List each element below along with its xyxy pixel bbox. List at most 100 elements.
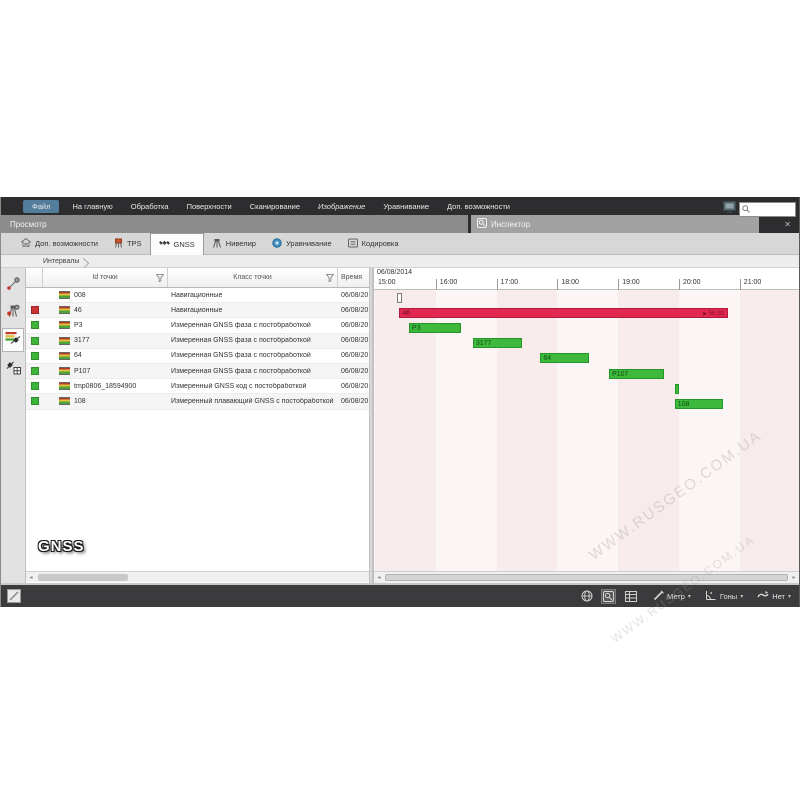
gantt-bar-tmp0806_18594900[interactable] bbox=[674, 383, 679, 394]
sidebar-item-scan[interactable] bbox=[2, 358, 24, 382]
menu-item-adjustment[interactable]: Уравнивание bbox=[383, 201, 430, 211]
status-right-cluster: Метр ▾ Гоны ▾ Нет ▾ bbox=[579, 588, 793, 604]
menu-bar: Файл На главную Обработка Поверхности Сканир… bbox=[1, 197, 799, 215]
status-green-square bbox=[30, 397, 39, 406]
scroll-thumb[interactable] bbox=[38, 573, 128, 581]
sidebar-item-gnss[interactable] bbox=[2, 328, 24, 352]
scroll-left-icon[interactable]: ◂ bbox=[29, 574, 33, 581]
menu-item-extras[interactable]: Доп. возможности bbox=[447, 201, 510, 211]
chevron-down-icon: ▾ bbox=[687, 593, 691, 600]
tps-icon bbox=[114, 238, 123, 250]
gantt-bar-P3[interactable]: P3 bbox=[409, 322, 462, 333]
search-box bbox=[739, 201, 796, 217]
menu-item-home[interactable]: На главную bbox=[72, 201, 113, 211]
point-id-cell: P3 bbox=[43, 321, 168, 330]
status-draw-tool-button[interactable] bbox=[7, 589, 21, 603]
table-body: 008 Навигационные 06/08/20 46 Навигационные 0… bbox=[26, 288, 369, 410]
point-id-text: 46 bbox=[74, 306, 82, 314]
point-class-cell: Измеренный плавающий GNSS с постобработк… bbox=[171, 397, 334, 405]
table-row[interactable]: 46 Навигационные 06/08/20 bbox=[26, 303, 369, 319]
menu-item-processing[interactable]: Обработка bbox=[130, 201, 169, 211]
status-green-square bbox=[30, 382, 39, 391]
table-row[interactable]: 108 Измеренный плавающий GNSS с постобраб… bbox=[26, 394, 369, 410]
tab-label: TPS bbox=[126, 239, 142, 248]
coding-icon bbox=[347, 238, 358, 250]
antenna-flag-icon bbox=[59, 336, 70, 345]
gantt-bar-label: 3177 bbox=[475, 340, 492, 348]
antenna-flag-icon bbox=[59, 397, 70, 406]
menu-item-imagery[interactable]: Изображение bbox=[318, 201, 366, 211]
menu-item-scanning[interactable]: Сканирование bbox=[249, 201, 301, 211]
table-row[interactable]: P107 Измеренная GNSS фаза с постобработко… bbox=[26, 363, 369, 380]
point-id-cell: 108 bbox=[43, 397, 168, 406]
search-input[interactable] bbox=[752, 205, 792, 213]
points-table-panel: Id точки Класс точки Время 008 Навигацион… bbox=[26, 268, 369, 583]
status-green-square bbox=[30, 321, 39, 330]
scroll-thumb[interactable] bbox=[385, 574, 788, 581]
tab-coding[interactable]: Кодировка bbox=[340, 233, 407, 255]
antenna-flag-icon bbox=[59, 321, 70, 330]
panel-splitter[interactable] bbox=[369, 268, 373, 583]
point-id-text: tmp0806_18594900 bbox=[74, 382, 137, 390]
tab-extras[interactable]: Доп. возможности bbox=[13, 233, 106, 255]
table-row[interactable]: 008 Навигационные 06/08/20 bbox=[26, 288, 369, 304]
table-view-icon[interactable] bbox=[623, 589, 638, 604]
display-icon[interactable] bbox=[723, 200, 736, 218]
toolbar-tabs: Доп. возможности TPS GNSS Нивелир Уравнивани… bbox=[1, 232, 799, 255]
coordinate-system-dropdown[interactable]: Нет ▾ bbox=[755, 590, 793, 603]
tab-gnss[interactable]: GNSS bbox=[149, 232, 204, 255]
breadcrumb-intervals[interactable]: Интервалы bbox=[37, 257, 89, 266]
gantt-bar-46[interactable]: 46 ▶ 5h:31 bbox=[399, 307, 728, 318]
satellite-grid-icon bbox=[6, 361, 21, 380]
table-row[interactable]: P3 Измеренная GNSS фаза с постобработкой 0… bbox=[26, 318, 369, 334]
column-header-class[interactable]: Класс точки bbox=[168, 268, 338, 287]
gantt-bar-P107[interactable]: P107 bbox=[609, 368, 664, 379]
scroll-right-icon[interactable]: ▸ bbox=[792, 575, 796, 581]
table-horizontal-scrollbar[interactable]: ◂ bbox=[26, 571, 369, 582]
row-status-cell bbox=[26, 367, 43, 376]
tab-tps[interactable]: TPS bbox=[106, 233, 150, 255]
gantt-horizontal-scrollbar[interactable]: ◂ ▸ bbox=[374, 571, 799, 583]
sidebar-item-tps[interactable] bbox=[2, 301, 24, 325]
column-header-id[interactable]: Id точки bbox=[43, 268, 168, 287]
hour-stripe bbox=[496, 290, 558, 571]
tab-level[interactable]: Нивелир bbox=[204, 233, 264, 255]
chevron-down-icon: ▾ bbox=[787, 593, 791, 600]
view-panel-title: Просмотр bbox=[1, 215, 468, 233]
point-id-cell: 008 bbox=[43, 291, 168, 300]
gantt-bar-3177[interactable]: 3177 bbox=[472, 338, 523, 349]
table-row[interactable]: 64 Измеренная GNSS фаза с постобработкой 0… bbox=[26, 348, 369, 364]
home-icon bbox=[20, 237, 32, 249]
gantt-bar-008[interactable] bbox=[396, 292, 402, 303]
inspector-toggle-icon[interactable] bbox=[601, 588, 617, 604]
linear-units-dropdown[interactable]: Метр ▾ bbox=[651, 589, 693, 603]
inspector-close-button[interactable]: ✕ bbox=[759, 215, 799, 233]
column-header-time[interactable]: Время bbox=[341, 274, 363, 281]
menu-item-surfaces[interactable]: Поверхности bbox=[186, 201, 232, 211]
filter-icon[interactable] bbox=[155, 274, 165, 284]
point-time-cell: 06/08/20 bbox=[341, 291, 369, 299]
timeline-hour-label: 17:00 bbox=[496, 279, 518, 290]
table-row[interactable]: 3177 Измеренная GNSS фаза с постобработко… bbox=[26, 333, 369, 349]
menu-item-file[interactable]: Файл bbox=[23, 199, 60, 213]
point-time-cell: 06/08/20 bbox=[341, 352, 369, 360]
filter-icon[interactable] bbox=[325, 274, 335, 284]
gantt-bar-108[interactable]: 108 bbox=[674, 398, 723, 409]
inspector-panel-title: Инспектор bbox=[471, 215, 759, 233]
tps-tripod-icon bbox=[6, 304, 20, 323]
angular-units-dropdown[interactable]: Гоны ▾ bbox=[703, 590, 745, 603]
gantt-bar-64[interactable]: 64 bbox=[540, 353, 589, 364]
hour-stripe bbox=[618, 290, 679, 571]
tab-adjustment[interactable]: Уравнивание bbox=[264, 233, 340, 255]
timeline-hour-label: 16:00 bbox=[435, 279, 457, 290]
column-header-marker[interactable] bbox=[26, 268, 43, 287]
globe-icon[interactable] bbox=[579, 589, 594, 604]
table-row[interactable]: tmp0806_18594900 Измеренный GNSS код с по… bbox=[26, 379, 369, 395]
scroll-left-icon[interactable]: ◂ bbox=[377, 575, 381, 581]
duration-text: 5h:31 bbox=[708, 309, 725, 317]
antenna-flag-icon bbox=[59, 367, 70, 376]
angle-icon bbox=[705, 590, 717, 603]
coordinate-system-value: Нет bbox=[772, 591, 785, 601]
sidebar-item-baseline[interactable] bbox=[2, 274, 24, 298]
satellite-icon bbox=[158, 238, 170, 250]
